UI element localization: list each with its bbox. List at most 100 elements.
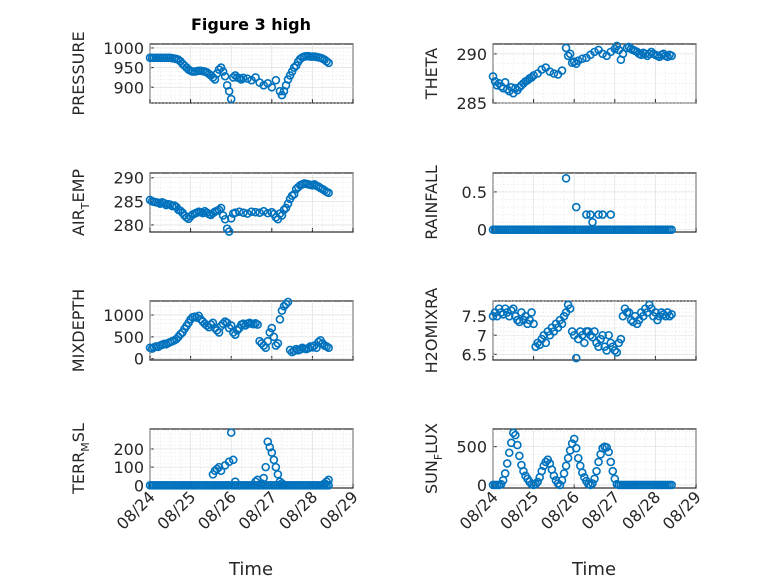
y-tick-label: 200 (113, 440, 144, 459)
data-point (515, 451, 524, 461)
data-point (224, 457, 234, 466)
y-tick-label: 6.5 (462, 345, 487, 364)
data-point (314, 337, 323, 347)
data-point (549, 69, 559, 78)
data-point (500, 469, 510, 478)
figure-title: Figure 3 high (191, 15, 311, 34)
data-point (283, 199, 293, 208)
x-tick-label: 08/28 (275, 487, 321, 533)
x-tick-label: 08/26 (537, 487, 583, 533)
x-tick-label: 08/27 (235, 487, 281, 533)
data-point (257, 479, 266, 488)
y-tick-label: 900 (113, 78, 144, 97)
data-point (557, 319, 567, 329)
data-point (214, 205, 224, 215)
data-point (508, 428, 518, 438)
data-point (277, 479, 287, 488)
data-point (192, 313, 201, 322)
data-point (665, 311, 674, 321)
y-axis-label: RAINFALL (422, 165, 441, 240)
data-point (602, 443, 611, 452)
x-axis-label-left: Time (228, 559, 273, 580)
data-point (549, 471, 559, 481)
x-axis-label-right: Time (571, 559, 616, 580)
data-point (513, 440, 522, 450)
data-point (594, 210, 603, 219)
data-point (604, 330, 614, 340)
data-point (610, 474, 620, 484)
data-point (279, 205, 289, 215)
y-tick-label: 0 (477, 476, 487, 495)
data-point (218, 319, 228, 329)
data-point (598, 443, 607, 453)
data-point (565, 304, 575, 313)
data-point (529, 71, 538, 80)
data-point (322, 477, 331, 486)
data-point (488, 72, 498, 81)
data-point (226, 94, 236, 104)
data-point (235, 207, 244, 217)
data-point (511, 430, 520, 440)
y-axis-label: TERRMSL (69, 423, 92, 495)
data-point (618, 49, 628, 59)
data-point (265, 442, 275, 452)
y-tick-label: 0.5 (462, 183, 487, 202)
data-point (515, 317, 524, 327)
y-tick-label: 285 (456, 94, 487, 113)
data-point (590, 47, 599, 57)
data-point (273, 339, 283, 348)
data-point (239, 73, 248, 83)
data-point (537, 65, 547, 74)
data-point (218, 67, 228, 76)
y-axis-label: H2OMIXRA (422, 288, 441, 374)
data-point (559, 469, 569, 478)
data-point (208, 318, 218, 328)
data-point (251, 207, 260, 217)
x-tick-label: 08/26 (194, 487, 240, 533)
y-tick-label: 285 (113, 192, 144, 211)
data-point (283, 297, 293, 307)
data-point (561, 461, 571, 471)
data-point (602, 346, 611, 355)
data-point (281, 299, 291, 309)
data-point (308, 343, 317, 352)
data-point (243, 209, 252, 218)
data-point (176, 329, 185, 339)
data-point (506, 306, 516, 315)
data-point (580, 338, 589, 348)
data-point (237, 75, 246, 84)
data-point (573, 453, 583, 463)
data-point (267, 323, 277, 333)
data-point (259, 81, 268, 90)
y-tick-label: 0 (134, 350, 144, 369)
data-point (502, 84, 512, 94)
data-point (527, 308, 536, 317)
data-point (275, 315, 285, 324)
data-point (247, 207, 256, 217)
data-point (663, 52, 672, 62)
y-tick-label: 1000 (103, 39, 144, 58)
data-point (519, 466, 528, 476)
data-point (571, 443, 581, 453)
data-point (667, 480, 676, 490)
data-point (586, 210, 595, 219)
data-point (228, 73, 238, 82)
data-point (259, 473, 268, 483)
data-point (212, 464, 222, 474)
data-point (586, 480, 595, 490)
data-point (253, 320, 262, 329)
y-tick-label: 290 (456, 45, 487, 64)
y-tick-label: 290 (113, 169, 144, 188)
data-point (598, 330, 607, 340)
y-tick-label: 950 (113, 59, 144, 78)
data-point (578, 54, 587, 64)
data-point (281, 203, 291, 213)
data-point (569, 57, 579, 67)
data-point (285, 345, 295, 355)
y-tick-label: 7.5 (462, 307, 487, 326)
data-point (271, 75, 281, 85)
data-point (251, 73, 260, 82)
y-axis-label: MIXDEPTH (69, 289, 88, 372)
data-point (289, 63, 299, 72)
data-point (502, 459, 512, 468)
